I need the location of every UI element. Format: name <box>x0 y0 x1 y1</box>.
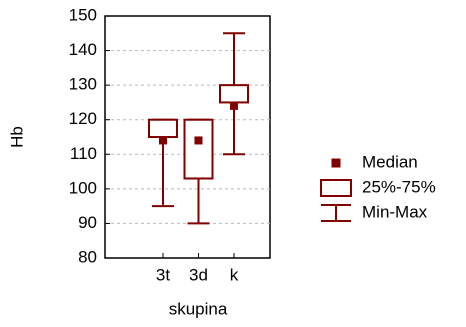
median <box>194 136 203 145</box>
x-tick-label: k <box>230 265 239 284</box>
box <box>183 118 214 180</box>
y-tick-label: 80 <box>78 247 97 266</box>
y-tick-label: 120 <box>69 109 97 128</box>
legend-icon <box>320 179 352 197</box>
x-axis-label: skupina <box>169 299 228 318</box>
y-tick-label: 110 <box>70 144 97 163</box>
box <box>148 118 178 139</box>
median <box>230 101 238 110</box>
x-tick-label: 3t <box>156 265 170 284</box>
legend-label: Min-Max <box>362 202 428 221</box>
box <box>219 84 249 104</box>
x-tick-label: 3d <box>189 265 208 284</box>
y-axis-label: Hb <box>7 126 26 148</box>
legend-icon <box>331 158 341 168</box>
y-tick-label: 140 <box>69 40 97 59</box>
median <box>159 136 167 145</box>
y-tick-label: 130 <box>69 75 97 94</box>
legend-label: Median <box>362 152 418 171</box>
legend-label: 25%-75% <box>362 177 436 196</box>
y-tick-label: 150 <box>69 5 97 24</box>
y-tick-label: 90 <box>78 213 97 232</box>
y-tick-label: 100 <box>69 178 97 197</box>
